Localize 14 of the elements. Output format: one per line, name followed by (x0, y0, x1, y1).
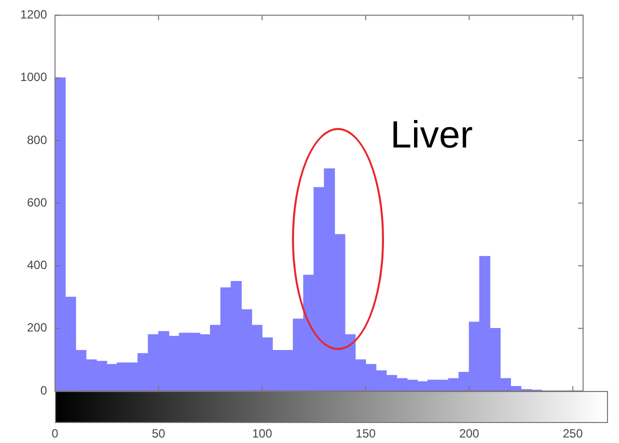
y-tick-label: 1200 (20, 8, 48, 22)
x-tick-label: 50 (152, 426, 166, 441)
x-tick-label: 200 (459, 426, 480, 441)
y-tick-label: 1000 (20, 70, 48, 84)
y-tick-label: 400 (26, 258, 48, 272)
x-tick-label: 100 (252, 426, 272, 441)
y-tick-label: 600 (26, 195, 48, 210)
y-tick-label: 200 (26, 320, 48, 335)
y-tick-label: 0 (40, 383, 48, 398)
x-tick-label: 0 (52, 426, 59, 441)
x-tick-label: 150 (356, 426, 376, 441)
annotation: Liver (390, 114, 474, 157)
y-tick-label: 800 (26, 132, 48, 147)
x-tick-label: 250 (562, 426, 584, 441)
